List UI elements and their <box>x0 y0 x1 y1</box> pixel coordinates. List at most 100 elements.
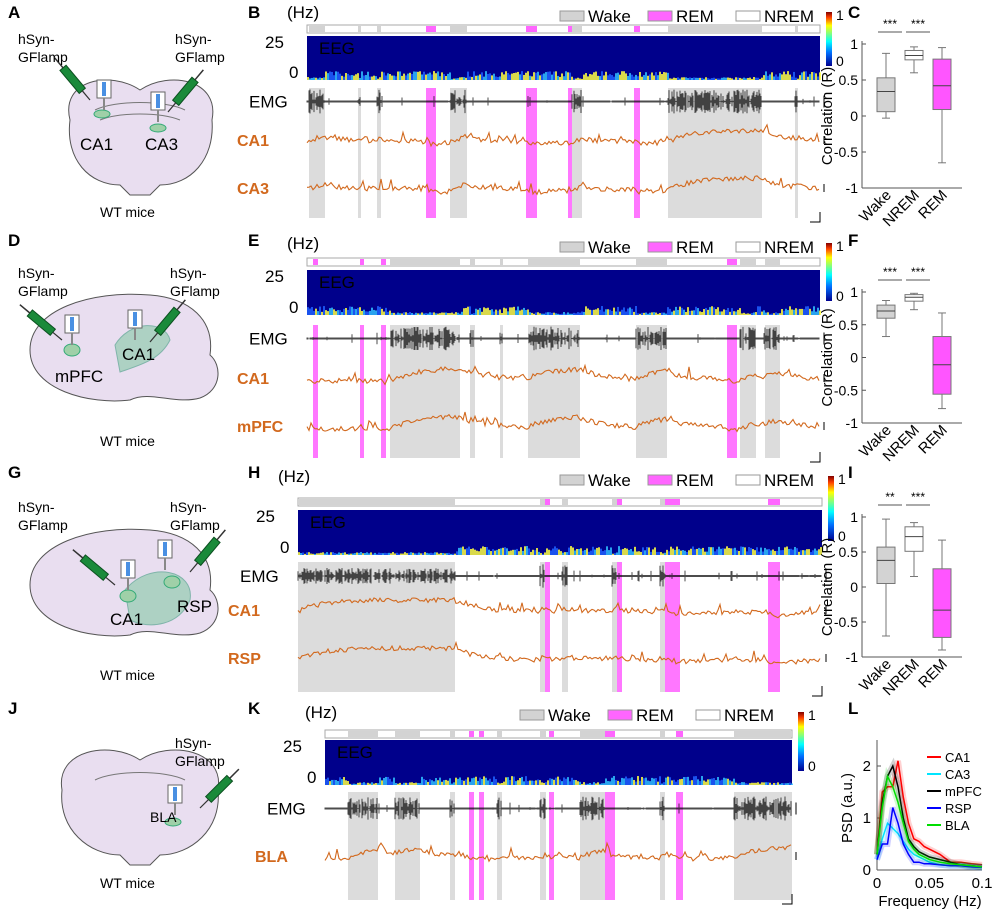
spectrogram-power <box>343 777 345 785</box>
spectrogram-power <box>488 549 490 555</box>
spectrogram-power <box>568 547 570 555</box>
boxplot-C <box>861 31 962 189</box>
spectrogram-power <box>495 779 497 785</box>
spectrogram-power <box>326 552 328 555</box>
spectrogram-power <box>361 782 363 785</box>
spectrogram-power <box>634 546 636 555</box>
spectrogram-power <box>357 782 359 785</box>
spectrogram-power <box>747 77 749 80</box>
virus-label: hSyn- <box>170 499 207 515</box>
spectrogram-power <box>443 74 445 80</box>
legend-label-mpfc: mPFC <box>945 784 982 799</box>
spectrogram-power <box>651 777 653 785</box>
spectrogram-power <box>668 551 670 555</box>
spectrogram-power <box>793 309 795 315</box>
spectrogram-power <box>481 779 483 785</box>
spectrogram-power <box>567 72 569 80</box>
spectrogram-power <box>625 776 627 785</box>
spectrogram-power <box>587 76 589 80</box>
spectrogram-power <box>567 777 569 785</box>
box-rem <box>932 336 952 395</box>
spectrogram-power <box>645 777 647 785</box>
spectrogram-power <box>713 307 715 315</box>
colorbar-min: 0 <box>808 758 816 774</box>
spectrogram-power <box>615 311 617 315</box>
spectrogram-power <box>662 553 664 555</box>
spectrogram-power <box>331 779 333 785</box>
spectrogram-power <box>523 74 525 80</box>
spectrogram-power <box>619 74 621 80</box>
spectrogram-power <box>733 311 735 315</box>
spectrogram-power <box>789 782 791 785</box>
significance-stars: *** <box>883 265 897 279</box>
spectrogram-power <box>467 777 469 785</box>
spectrogram-power <box>759 306 761 315</box>
spectrogram-power <box>311 307 313 315</box>
spectrogram-power <box>375 310 377 315</box>
x-tick-label: 0.1 <box>972 875 993 892</box>
trace-label-ca1: CA1 <box>228 603 260 620</box>
spectrogram-power <box>515 310 517 315</box>
spectrogram-power <box>694 549 696 555</box>
spectrogram-power <box>686 551 688 555</box>
legend-swatch-wake <box>559 10 585 22</box>
legend-label-ca3: CA3 <box>945 767 970 782</box>
spectrogram-power <box>500 548 502 555</box>
hypnogram-rem <box>381 259 386 265</box>
spectrogram-power <box>663 782 665 785</box>
spectrogram-power <box>343 76 345 80</box>
spectrogram-power <box>771 783 773 785</box>
spectrogram-power <box>316 553 318 555</box>
spectrogram-power <box>478 551 480 555</box>
legend-swatch-nrem <box>735 10 761 22</box>
wake-epoch-shading <box>450 88 467 218</box>
spectrogram-power <box>646 546 648 555</box>
spectrogram-power <box>749 313 751 315</box>
legend-label-ca1: CA1 <box>945 750 970 765</box>
spectrogram-power <box>731 308 733 315</box>
spectrogram-power <box>323 306 325 315</box>
spectrogram-power <box>619 311 621 315</box>
spectrogram-power <box>803 71 805 80</box>
y-axis-label: Correlation (R) <box>819 67 836 165</box>
spectrogram-power <box>407 782 409 785</box>
spectrogram-power <box>392 552 394 555</box>
spectrogram-power <box>617 72 619 80</box>
spectrogram-power <box>617 780 619 785</box>
spectrogram-power <box>655 72 657 80</box>
frequency-unit-label: (Hz) <box>305 703 337 722</box>
hypnogram-wake <box>795 26 798 32</box>
hypnogram-rem <box>426 26 436 32</box>
hypnogram-wake <box>636 259 667 265</box>
wake-epoch-shading <box>572 88 582 218</box>
spectrogram-power <box>414 553 416 555</box>
spectrogram-power <box>684 550 686 555</box>
syringe-needle <box>167 102 177 113</box>
freq-tick-0: 0 <box>289 298 298 317</box>
spectrogram-power <box>657 75 659 80</box>
spectrogram-power <box>335 71 337 80</box>
spectrogram-power <box>497 310 499 315</box>
spectrogram-power <box>730 548 732 555</box>
fiber-core <box>126 562 130 576</box>
spectrogram-power <box>627 778 629 785</box>
spectrogram-power <box>596 547 598 555</box>
spectrogram-power <box>705 77 707 80</box>
spectrogram-power <box>528 548 530 555</box>
spectrogram-power <box>425 74 427 80</box>
spectrogram-power <box>701 77 703 80</box>
spectrogram-power <box>733 78 735 80</box>
wake-epoch-shading <box>450 792 455 900</box>
spectrogram-power <box>363 309 365 315</box>
fluorescence-trace-bla <box>324 841 792 863</box>
box-wake <box>876 77 896 113</box>
y-tick-label: 2 <box>863 758 871 775</box>
spectrogram-power <box>333 309 335 315</box>
spectrogram-power <box>763 782 765 785</box>
wake-epoch-shading <box>562 562 568 692</box>
spectrogram-power <box>735 77 737 80</box>
spectrogram-power <box>631 74 633 80</box>
spectrogram-power <box>427 781 429 785</box>
legend-swatch-wake <box>519 709 545 721</box>
hypnogram-wake <box>528 259 580 265</box>
